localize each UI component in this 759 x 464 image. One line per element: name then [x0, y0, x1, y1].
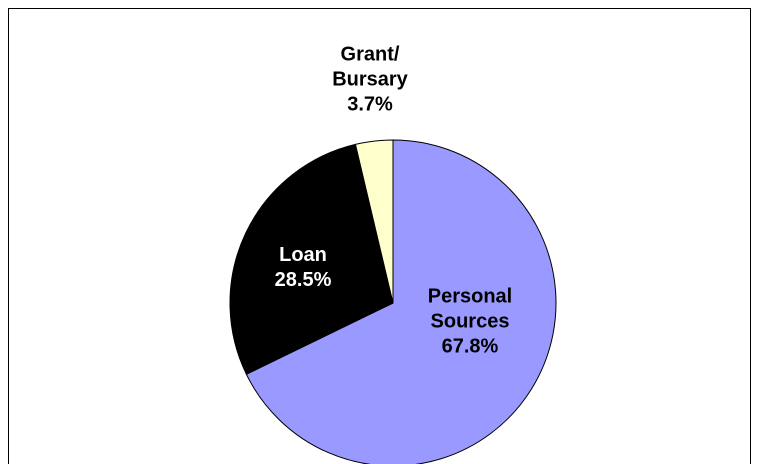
slice-label: Loan 28.5%: [275, 243, 332, 293]
category-label: Personal Sources: [427, 285, 513, 333]
value-label: 28.5%: [274, 269, 332, 291]
value-label: 67.8%: [441, 335, 499, 358]
slice-label: Grant/ Bursary 3.7%: [332, 43, 408, 118]
category-label: Grant/ Bursary: [332, 43, 408, 91]
value-label: 3.7%: [347, 93, 393, 116]
category-label: Loan: [279, 244, 327, 266]
plot-frame: [8, 8, 751, 464]
pie-slice: [229, 143, 394, 375]
pie-slice: [354, 139, 394, 304]
pie-slice: [245, 139, 557, 464]
slice-label: Personal Sources 67.8%: [428, 285, 512, 360]
